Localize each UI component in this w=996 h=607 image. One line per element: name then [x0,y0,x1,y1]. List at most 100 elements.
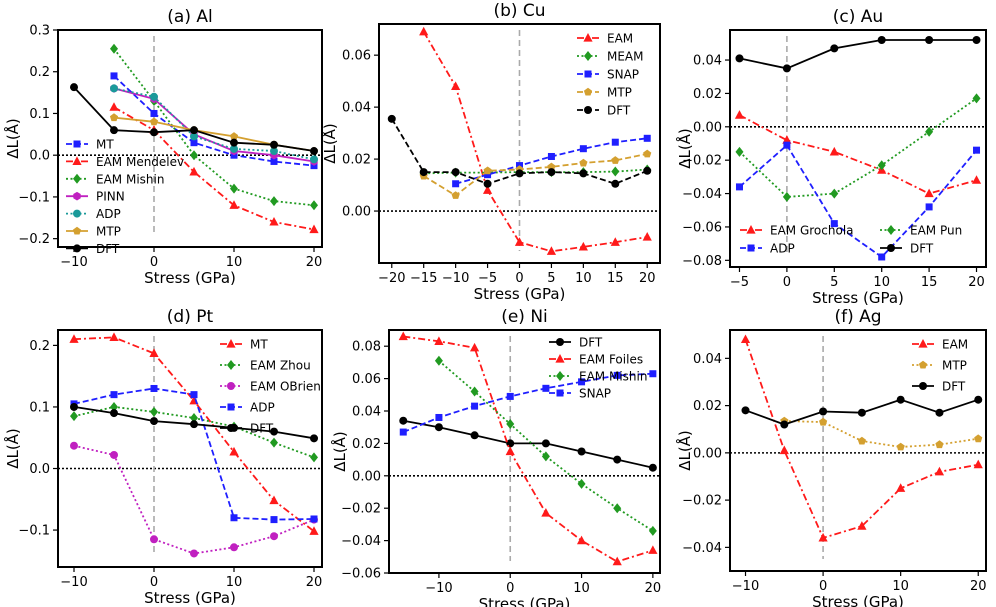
data-point-dft [70,402,78,411]
legend-label-eam: EAM [942,338,968,352]
series-line-eam-obrien [73,444,315,555]
y-tick-label: 0.00 [693,446,722,461]
panel-b-cu: (b) Cu −20 −15 −10 −5 0 5 10 15 20 0.00 0.02 0.04 0.0… [320,1,661,303]
data-point-dft [270,140,278,149]
data-point-eam-mishin [434,355,443,366]
legend-marker-eam-mendelev [72,156,82,165]
y-axis-label: ΔL(Å) [3,118,22,159]
data-point-dft [741,406,750,415]
data-point-eam-mendelev [309,224,319,234]
data-point-dft [611,179,620,188]
data-point-dft [310,434,318,443]
legend: EAM Grochola EAM Pun ADP DFT [740,224,962,256]
legend-label-eam-zhou: EAM Zhou [250,359,311,373]
data-point-adp [110,84,118,93]
plot-frame [57,29,323,248]
x-tick-label: 10 [226,575,243,590]
data-point-meam [611,166,620,177]
data-point-mt [150,109,158,117]
data-point-eam [973,459,983,469]
data-point-dft [230,138,238,147]
data-point-eam-mendelev [109,102,119,111]
data-point-eam-pun [782,191,791,202]
data-point-mtp [149,117,159,126]
y-tick-label: 0.02 [693,399,722,414]
legend-marker-dft [584,106,592,114]
data-point-eam-foiles [648,545,658,554]
series-line-mtp [423,153,648,197]
data-point-adp [830,220,838,228]
data-point-mt [229,446,239,456]
y-tick-label: 0.04 [342,101,371,116]
legend-label-meam: MEAM [607,50,644,64]
panel-e-ni: (e) Ni −10 0 10 20 −0.06 −0.04 −0.02 0.00 0.02 0.0… [330,307,661,607]
y-tick-label: 0.06 [352,372,381,387]
plot-area [387,26,652,255]
panel-c-au: (c) Au −5 0 5 10 15 20 −0.08 −0.06 −0.04 −0.02 0.00… [675,7,987,307]
data-point-eam-pun [972,93,981,104]
data-point-dft [613,455,622,464]
series-line-mt [113,75,315,167]
data-point-snap [452,180,460,188]
legend-marker-dft [919,382,927,390]
legend-label-dft: DFT [579,336,603,350]
legend-marker-dft [227,424,235,432]
data-point-mt [109,332,119,341]
data-point-dft [577,447,586,456]
data-point-eam [934,466,945,476]
data-point-snap [579,145,587,153]
plot-area [734,36,982,261]
legend-marker-meam [584,51,592,61]
data-point-eam-foiles [505,446,515,456]
data-point-dft [150,417,158,426]
y-tick-label: 0.00 [352,469,381,484]
y-axis-label: ΔL(Å) [3,428,22,469]
legend-marker-eam-grochola [746,225,756,234]
data-point-eam-zhou [190,413,198,424]
x-tick-label: −10 [425,581,452,596]
y-axis-label: ΔL(Å) [330,431,349,472]
data-point-mtp [483,166,492,175]
legend-label-pinn: PINN [96,190,125,204]
legend-label-eam-foiles: EAM Foiles [579,353,643,367]
y-tick-label: −0.1 [18,524,50,539]
data-point-eam-mishin [230,183,238,194]
data-point-eam-mishin [577,478,586,489]
x-tick-label: 10 [892,579,909,594]
data-point-dft [547,168,556,177]
data-point-dft [735,54,744,63]
data-point-dft [270,427,278,436]
data-point-mtp [451,191,460,199]
legend-marker-eam [918,339,928,348]
legend-marker-dft [556,338,564,346]
data-point-eam [514,237,525,246]
x-tick-label: 0 [150,255,158,270]
data-point-dft [782,64,791,73]
data-point-mt [110,72,118,80]
data-point-snap [611,138,619,146]
data-point-adp [270,147,278,156]
legend-label-adp: ADP [96,207,121,221]
series-line-mtp [784,420,979,448]
legend-marker-eam-pun [887,225,895,235]
data-point-mtp [857,436,866,445]
panel-title: (c) Au [833,7,883,27]
y-tick-label: −0.06 [682,220,722,235]
legend: DFT EAM Foiles EAM Mishin SNAP [549,336,647,401]
data-point-dft [419,168,428,177]
x-tick-label: −10 [732,579,759,594]
data-point-eam-grochola [924,188,934,198]
data-point-adp [735,183,743,191]
x-axis-label: Stress (GPa) [812,289,904,307]
y-tick-label: −0.04 [682,187,722,202]
legend-label-mt: MT [250,338,268,352]
y-tick-label: −0.06 [341,567,381,582]
data-point-eam-obrien [70,441,78,450]
x-tick-label: −10 [60,575,87,590]
legend-label-snap: SNAP [579,387,611,401]
legend-marker-eam-mishin [556,371,564,381]
data-point-eam-foiles [576,535,587,545]
data-point-eam [740,334,751,344]
y-tick-label: 0.02 [352,437,381,452]
data-point-eam-mishin [648,525,657,536]
